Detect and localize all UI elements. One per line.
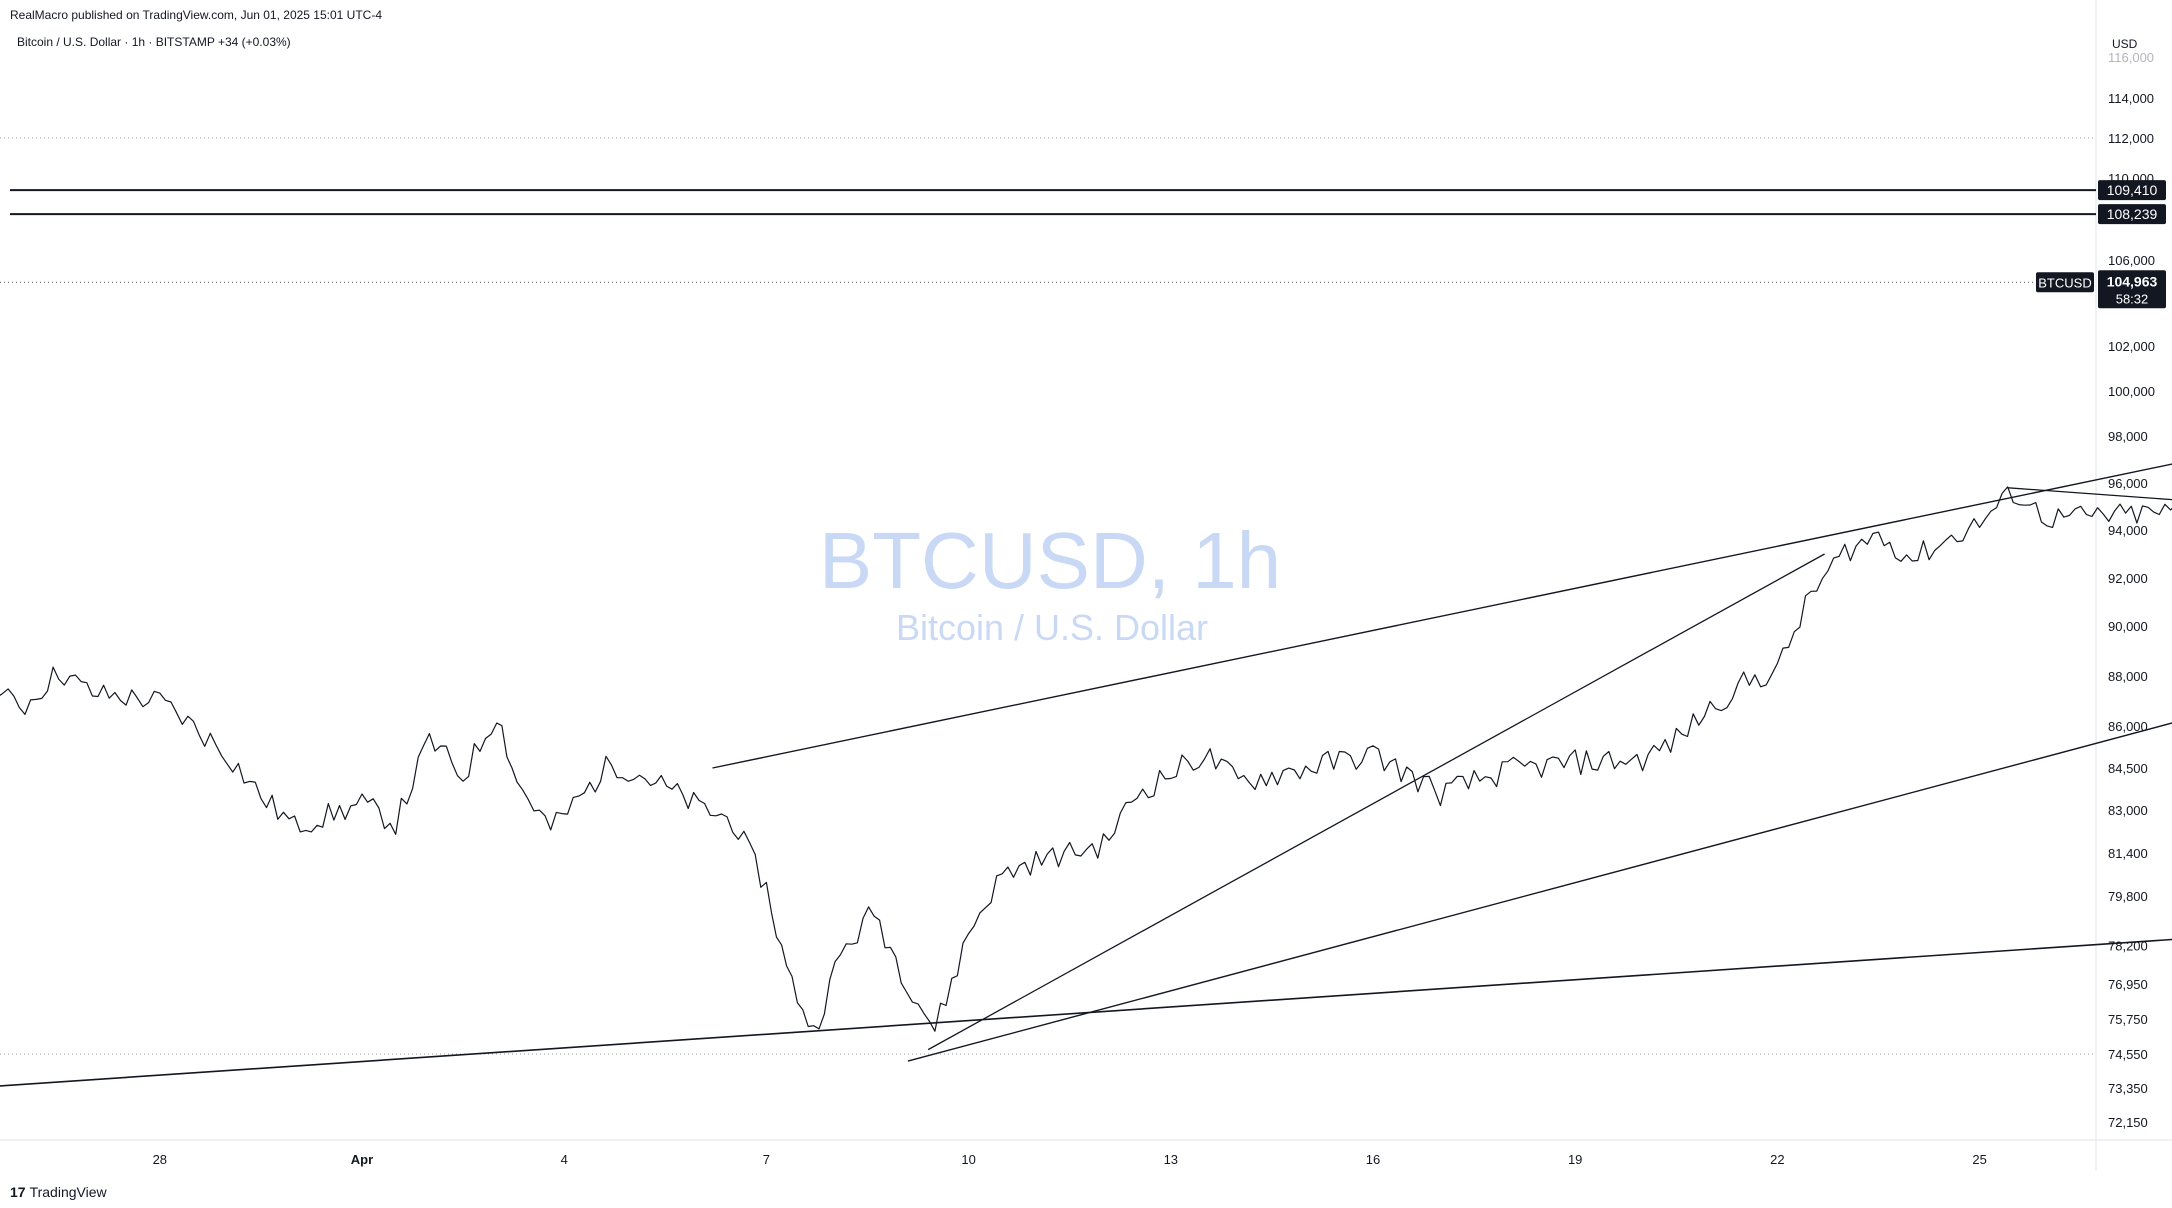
price-tick: 84,500 xyxy=(2108,761,2148,776)
last-price-bg xyxy=(2098,270,2166,309)
time-tick: 4 xyxy=(561,1152,568,1167)
price-tick: 96,000 xyxy=(2108,476,2148,491)
symbol-info: Bitcoin / U.S. Dollar · 1h · BITSTAMP +3… xyxy=(17,35,291,49)
price-tick: 79,800 xyxy=(2108,889,2148,904)
price-tick-partial: 116,000 xyxy=(2108,50,2154,65)
watermark-symbol: BTCUSD, 1h xyxy=(819,516,1281,605)
currency-label: USD xyxy=(2112,37,2138,51)
price-tick: 112,000 xyxy=(2108,131,2154,146)
price-tick: 73,350 xyxy=(2108,1081,2148,1096)
trend-line[interactable] xyxy=(0,714,2172,1132)
trend-line[interactable] xyxy=(2006,487,2172,540)
symbol-badge xyxy=(2036,272,2094,293)
price-tick: 102,000 xyxy=(2108,339,2155,354)
watermark-name: Bitcoin / U.S. Dollar xyxy=(896,607,1208,648)
resistance-label: 109,410 xyxy=(2107,182,2158,198)
resistance-label: 108,239 xyxy=(2107,206,2158,222)
countdown-label: 58:32 xyxy=(2116,291,2149,306)
price-tick: 72,150 xyxy=(2108,1115,2148,1130)
price-tick: 74,550 xyxy=(2108,1047,2148,1062)
time-tick: 10 xyxy=(961,1152,975,1167)
price-tick: 88,000 xyxy=(2108,669,2148,684)
resistance-label-bg xyxy=(2098,180,2166,201)
tradingview-brand: 17 TradingView xyxy=(10,1184,107,1200)
price-series-line xyxy=(0,486,2172,1032)
time-tick: Apr xyxy=(351,1152,373,1167)
time-tick: 13 xyxy=(1164,1152,1178,1167)
last-price-label: 104,963 xyxy=(2107,273,2158,289)
time-tick: 16 xyxy=(1366,1152,1380,1167)
price-tick: 98,000 xyxy=(2108,429,2148,444)
price-tick: 81,400 xyxy=(2108,846,2148,861)
trend-line[interactable] xyxy=(712,114,2172,769)
trend-line[interactable] xyxy=(927,553,1825,1051)
price-tick: 86,000 xyxy=(2108,719,2148,734)
price-tick: 110,000 xyxy=(2108,171,2154,186)
time-tick: 25 xyxy=(1972,1152,1986,1167)
symbol-badge-label: BTCUSD xyxy=(2038,275,2091,290)
tradingview-logo-icon: 17 xyxy=(10,1184,26,1200)
time-tick: 19 xyxy=(1568,1152,1582,1167)
price-tick: 100,000 xyxy=(2108,384,2155,399)
price-tick: 83,000 xyxy=(2108,803,2148,818)
price-tick: 75,750 xyxy=(2108,1012,2148,1027)
price-tick: 78,200 xyxy=(2108,938,2148,953)
trend-line[interactable] xyxy=(907,140,2172,1062)
brand-label: TradingView xyxy=(29,1184,107,1200)
price-tick: 90,000 xyxy=(2108,619,2148,634)
price-tick: 94,000 xyxy=(2108,523,2148,538)
published-caption: RealMacro published on TradingView.com, … xyxy=(10,8,382,22)
price-tick: 76,950 xyxy=(2108,977,2148,992)
price-tick: 92,000 xyxy=(2108,571,2148,586)
time-tick: 22 xyxy=(1770,1152,1784,1167)
price-tick: 114,000 xyxy=(2108,91,2154,106)
price-tick: 106,000 xyxy=(2108,253,2155,268)
time-tick: 7 xyxy=(763,1152,770,1167)
time-tick: 28 xyxy=(153,1152,167,1167)
resistance-label-bg xyxy=(2098,204,2166,225)
